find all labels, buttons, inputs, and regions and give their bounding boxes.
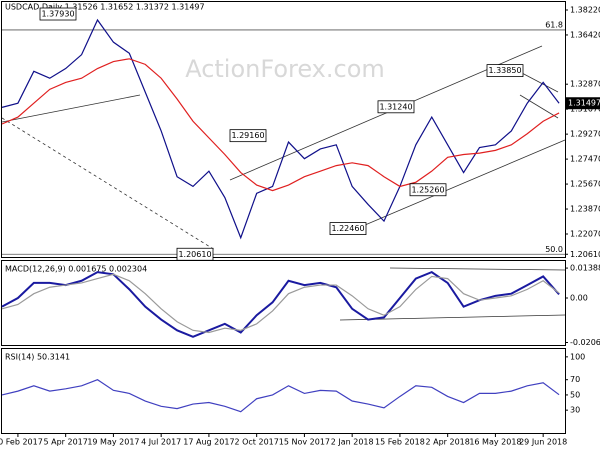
y-tick-label: -0.020646 xyxy=(570,338,600,347)
x-tick-label: 2 Apr 2018 xyxy=(425,438,469,447)
series-line xyxy=(1,18,560,240)
y-tick-label: 100 xyxy=(570,352,585,361)
annotation-box xyxy=(486,64,524,78)
x-tick-label: 19 May 2017 xyxy=(87,438,139,447)
annotation-box xyxy=(409,183,447,197)
annotation-label: 1.25260 xyxy=(411,185,444,194)
x-tick-label: 5 Apr 2017 xyxy=(43,438,87,447)
annotation-box xyxy=(377,100,415,114)
annotation-label: 1.22460 xyxy=(331,224,364,233)
y-tick-label: 0.00 xyxy=(570,294,588,303)
fib-label: 61.8 xyxy=(545,20,563,29)
y-tick-label: 1.27470 xyxy=(570,155,600,164)
y-tick-label: 1.23870 xyxy=(570,205,600,214)
series-line xyxy=(1,379,560,413)
x-tick-label: 20 Feb 2017 xyxy=(0,438,43,447)
rsi-panel xyxy=(1,348,566,434)
trend-line xyxy=(1,94,141,123)
annotation-box xyxy=(176,247,214,261)
x-tick-label: 29 Jun 2018 xyxy=(519,438,567,447)
y-tick-label: 0.013880 xyxy=(570,264,600,273)
y-tick-label: 1.38220 xyxy=(570,5,600,14)
trend-line xyxy=(519,94,559,119)
last-price-tag xyxy=(566,97,600,110)
series-line xyxy=(1,58,560,192)
macd-panel xyxy=(1,260,566,346)
y-tick-label: 1.32870 xyxy=(570,80,600,89)
panel-title: RSI(14) 50.3141 xyxy=(5,353,70,362)
watermark: ActionForex.com xyxy=(185,55,385,83)
panel-title: MACD(12,26,9) 0.001675 0.002304 xyxy=(5,265,147,274)
macd-trend xyxy=(389,267,566,271)
annotation-label: 1.31240 xyxy=(379,102,412,111)
trend-line xyxy=(519,71,559,93)
annotation-label: 1.29160 xyxy=(231,131,264,140)
channel-bottom xyxy=(364,139,566,226)
annotation-label: 1.37930 xyxy=(41,10,74,19)
x-tick-label: 4 Jul 2017 xyxy=(141,438,181,447)
y-tick-label: 1.36420 xyxy=(570,30,600,39)
annotation-box xyxy=(39,7,77,21)
y-tick-label: 1.22070 xyxy=(570,230,600,239)
x-tick-label: 2 Jan 2018 xyxy=(331,438,374,447)
y-tick-label: 1.20610 xyxy=(570,250,600,259)
annotation-box xyxy=(329,222,367,235)
y-tick-label: 50 xyxy=(570,390,580,399)
price-panel xyxy=(1,1,566,258)
annotation-label: 1.33850 xyxy=(488,66,521,75)
last-price-label: 1.31497 xyxy=(568,99,600,108)
x-tick-label: 15 Nov 2017 xyxy=(279,438,330,447)
series-line xyxy=(1,271,560,338)
y-tick-label: 1.29270 xyxy=(570,130,600,139)
x-tick-label: 17 Aug 2017 xyxy=(183,438,234,447)
y-tick-label: 30 xyxy=(570,406,580,415)
x-tick-label: 2 Oct 2017 xyxy=(234,438,278,447)
series-line xyxy=(1,273,560,334)
annotation-box xyxy=(229,129,267,143)
y-tick-label: 70 xyxy=(570,375,580,384)
y-tick-label: 1.25670 xyxy=(570,180,600,189)
panel-title: USDCAD,Daily 1.31526 1.31652 1.31372 1.3… xyxy=(5,3,205,12)
fib-label: 50.0 xyxy=(545,245,563,254)
x-tick-label: 16 May 2018 xyxy=(469,438,521,447)
annotation-label: 1.20610 xyxy=(178,250,211,259)
x-tick-label: 15 Feb 2018 xyxy=(375,438,425,447)
